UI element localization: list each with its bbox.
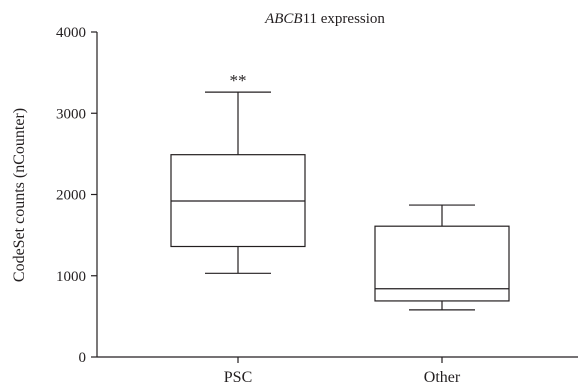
boxes: **	[170, 71, 510, 311]
y-ticks: 0 1000 2000 3000 4000	[56, 25, 97, 366]
y-axis-label: CodeSet counts (nCounter)	[11, 108, 28, 282]
box-other	[374, 204, 510, 311]
y-tick-label: 4000	[56, 25, 86, 41]
y-tick-label: 1000	[56, 269, 86, 285]
chart-title: ABCB11 expression	[264, 11, 385, 27]
significance-annotation: **	[230, 71, 247, 90]
y-tick-label: 3000	[56, 106, 86, 122]
interquartile-box	[374, 225, 510, 302]
x-tick-label: Other	[424, 369, 461, 386]
y-tick-label: 0	[79, 350, 87, 366]
x-tick-label: PSC	[224, 369, 252, 386]
y-tick-label: 2000	[56, 188, 86, 204]
axes	[96, 32, 578, 358]
box-psc: **	[170, 71, 306, 274]
x-ticks: PSC Other	[224, 357, 461, 386]
